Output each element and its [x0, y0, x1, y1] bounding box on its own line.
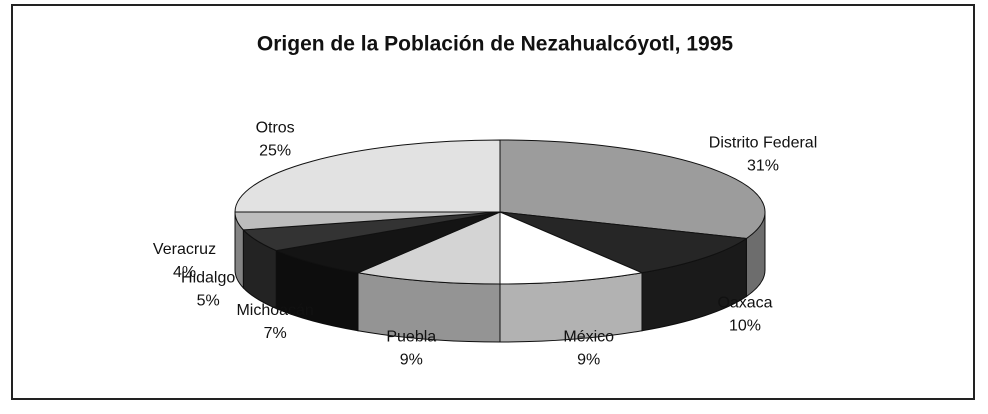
- pie-slice: [274, 211, 501, 274]
- slice-value-label: 5%: [197, 292, 220, 309]
- slice-value-label: 31%: [747, 158, 779, 175]
- slice-label: Otros: [256, 119, 295, 136]
- slice-value-label: 7%: [264, 325, 287, 342]
- pie-slice: [356, 211, 501, 285]
- pie-slice: [499, 211, 748, 274]
- pie-side-shade: [746, 212, 765, 297]
- pie-side-shade: [235, 212, 244, 288]
- slice-value-label: 10%: [729, 318, 761, 335]
- slice-value-label: 4%: [173, 264, 196, 281]
- pie-side-shade: [276, 250, 359, 331]
- slice-label: Distrito Federal: [709, 135, 817, 152]
- pie-side-shade: [500, 272, 642, 342]
- pie-side-shade: [641, 238, 747, 331]
- slice-label: Hidalgo: [181, 269, 235, 286]
- slice-value-label: 9%: [577, 351, 600, 368]
- pie-slice: [499, 139, 766, 240]
- slice-value-label: 9%: [400, 351, 423, 368]
- slice-value-label: 25%: [259, 142, 291, 159]
- slice-label: México: [563, 328, 614, 345]
- pie-slice: [234, 139, 501, 213]
- slice-label: Puebla: [386, 328, 436, 345]
- slice-label: Michoacán: [236, 302, 313, 319]
- slice-label: Oaxaca: [717, 295, 772, 312]
- chart-title: Origen de la Población de Nezahualcóyotl…: [257, 33, 733, 56]
- slice-label: Veracruz: [153, 241, 216, 258]
- pie-side-shade: [358, 272, 500, 342]
- pie-slice: [499, 211, 644, 285]
- pie-side-shade: [243, 229, 277, 309]
